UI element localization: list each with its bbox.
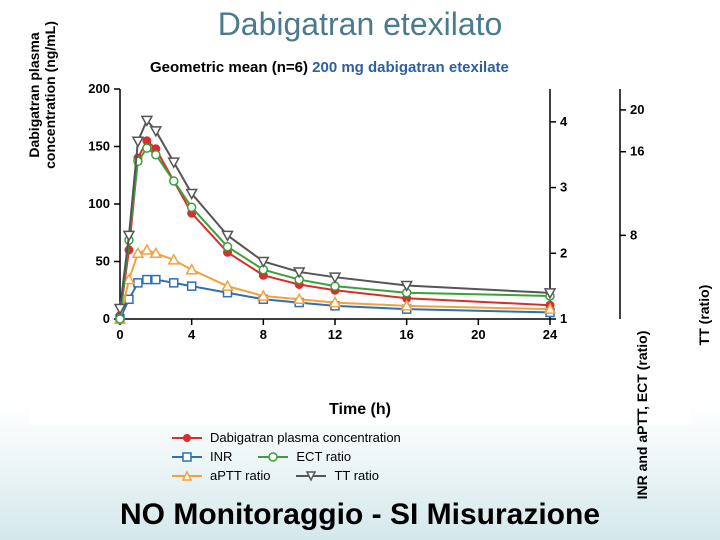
chart-legend: Dabigatran plasma concentration INR ECT ra… [170,430,570,487]
svg-text:100: 100 [88,196,110,211]
legend-item: INR [170,449,232,464]
legend-label: TT ratio [334,468,379,483]
legend-label: Dabigatran plasma concentration [210,430,401,445]
svg-text:8: 8 [630,227,637,242]
chart-svg: 04812162024050100150200123481620 [30,79,690,359]
svg-text:2: 2 [560,245,567,260]
svg-text:16: 16 [630,144,644,159]
svg-text:20: 20 [471,327,485,342]
svg-text:4: 4 [188,327,196,342]
legend-item: ECT ratio [256,449,351,464]
svg-text:24: 24 [543,327,558,342]
svg-text:1: 1 [560,311,567,326]
svg-text:16: 16 [399,327,413,342]
x-axis-label: Time (h) [30,401,690,419]
svg-text:12: 12 [328,327,342,342]
chart-title: Geometric mean (n=6) 200 mg dabigatran e… [150,59,509,76]
chart-container: Geometric mean (n=6) 200 mg dabigatran e… [30,55,690,425]
legend-item: Dabigatran plasma concentration [170,430,401,445]
legend-label: ECT ratio [296,449,351,464]
legend-item: TT ratio [294,468,379,483]
y-axis-right2-label: TT (ratio) [696,255,712,375]
chart-plot: 04812162024050100150200123481620 [30,79,690,359]
legend-label: aPTT ratio [210,468,270,483]
svg-text:50: 50 [96,254,110,269]
svg-text:0: 0 [103,311,110,326]
svg-text:3: 3 [560,180,567,195]
legend-label: INR [210,449,232,464]
chart-title-prefix: Geometric mean (n=6) [150,59,312,76]
legend-item: aPTT ratio [170,468,270,483]
svg-text:200: 200 [88,81,110,96]
svg-text:8: 8 [260,327,267,342]
chart-title-dose: 200 mg dabigatran etexilate [312,59,509,76]
slide-footer: NO Monitoraggio - SI Misurazione [0,498,720,532]
svg-text:20: 20 [630,102,644,117]
svg-text:150: 150 [88,139,110,154]
slide-title: Dabigatran etexilato [0,0,720,43]
svg-text:0: 0 [116,327,123,342]
svg-text:4: 4 [560,114,568,129]
